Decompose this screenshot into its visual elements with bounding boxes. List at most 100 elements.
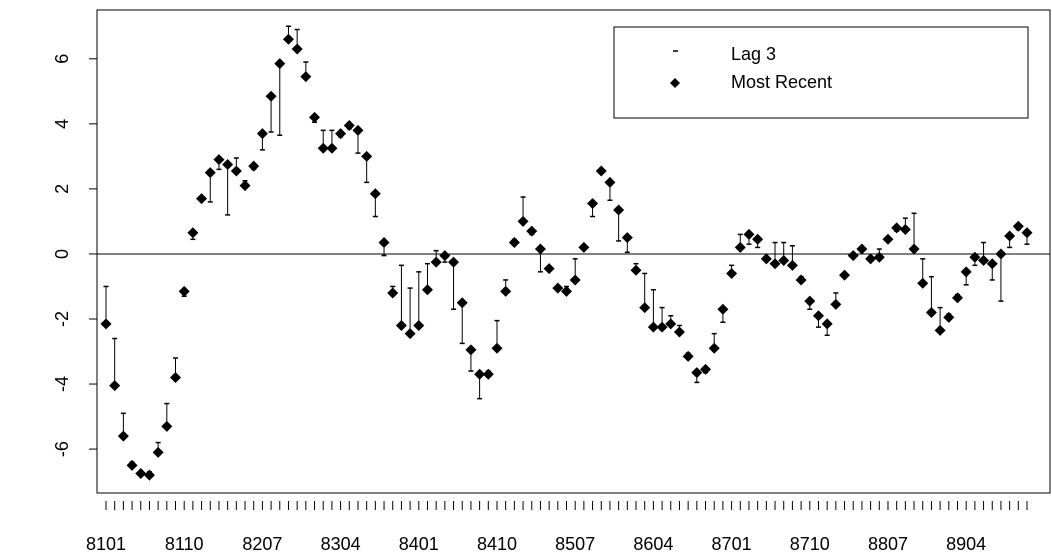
diamond-mark [821,318,833,330]
diamond-mark [343,119,355,131]
diamond-mark [395,319,407,331]
diamond-mark [1004,230,1016,242]
diamond-mark [361,150,373,162]
diamond-mark [178,285,190,297]
x-tick-label: 8101 [86,534,126,554]
diamond-mark [526,225,538,237]
diamond-mark [917,277,929,289]
y-tick-label: 6 [52,54,72,64]
diamond-mark [934,324,946,336]
legend-label: Most Recent [731,72,832,92]
diamond-mark [474,368,486,380]
diamond-mark [1012,220,1024,232]
legend-box [613,26,1029,119]
diamond-mark [508,237,520,249]
diamond-mark [239,180,251,192]
diamond-mark [387,287,399,299]
diamond-mark [456,297,468,309]
diamond-mark [413,319,425,331]
diamond-mark [152,446,164,458]
diamond-mark [769,258,781,270]
diamond-mark [117,430,129,442]
diamond-mark [439,250,451,262]
diamond-mark [760,253,772,265]
diamond-mark [126,459,138,471]
diamond-mark [421,284,433,296]
diamond-mark [196,193,208,205]
diamond-mark [665,318,677,330]
diamond-mark [673,326,685,338]
diamond-mark [795,274,807,286]
legend: Lag 3 Most Recent [613,26,1029,119]
diamond-mark [578,241,590,253]
diamond-mark [969,251,981,263]
diamond-mark [282,33,294,45]
diamond-mark [430,256,442,268]
diamond-mark [161,420,173,432]
diamond-mark [482,368,494,380]
diamond-mark [448,256,460,268]
diamond-mark [587,198,599,210]
diamond-mark [630,264,642,276]
diamond-mark [561,285,572,297]
diamond-mark [812,310,824,322]
diamond-mark [317,142,329,154]
diamond-mark [847,250,859,262]
diamond-mark [595,165,607,177]
diamond-mark [404,328,416,340]
x-tick-label: 8807 [868,534,908,554]
legend-item: Most Recent [670,72,832,92]
diamond-mark [700,363,712,375]
diamond-mark [717,303,729,315]
diamond-mark [925,306,937,318]
y-tick-label: -2 [52,311,72,327]
diamond-mark [517,215,529,227]
diamond-mark [621,232,633,244]
diamond-mark [491,342,503,354]
diamond-mark [960,266,972,278]
diamond-mark [248,160,260,172]
diamond-mark [639,302,651,314]
diamond-mark [804,295,816,307]
diamond-mark [500,285,512,297]
diamond-mark [135,467,147,479]
diamond-mark [726,267,738,279]
diamond-mark [891,222,903,234]
diamond-mark [569,274,581,286]
y-tick-label: 4 [52,119,72,129]
diamond-mark [143,469,155,481]
x-tick-label: 8304 [321,534,361,554]
diamond-mark [839,269,851,281]
x-tick-label: 8207 [242,534,282,554]
diamond-mark [291,43,303,55]
diamond-mark [534,243,546,255]
diamond-mark [708,342,720,354]
diamond-mark [230,165,242,177]
diamond-mark [335,128,347,140]
diamond-mark [734,241,746,253]
diamond-mark [170,372,182,384]
diamond-mark [786,259,798,271]
diamond-mark [465,344,477,356]
diamond-mark [986,258,998,270]
x-tick-label: 8710 [790,534,830,554]
diamond-mark [873,251,885,263]
y-tick-label: -6 [52,441,72,457]
diamond-mark [309,111,321,123]
diamond-mark [778,254,790,266]
diamond-mark [656,321,668,333]
legend-label: Lag 3 [731,44,776,64]
diamond-mark [222,158,234,170]
diamond-mark [274,58,286,70]
diamond-mark [352,124,364,136]
diamond-mark [995,248,1007,260]
x-tick-label: 8401 [399,534,439,554]
diamond-mark [865,253,877,265]
x-tick-label: 8604 [633,534,673,554]
x-tick-label: 8110 [165,534,204,554]
diamond-mark [978,254,990,266]
x-tick-label: 8701 [712,534,752,554]
diamond-mark [1021,227,1033,239]
legend-item: Lag 3 [673,44,776,64]
